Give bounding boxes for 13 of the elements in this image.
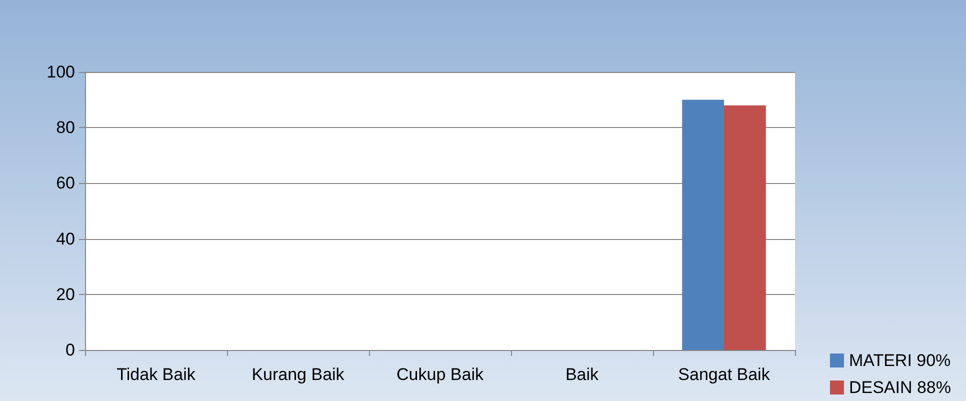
x-tick-label: Tidak Baik — [116, 365, 196, 384]
y-tick-label: 80 — [56, 118, 75, 138]
legend-label: MATERI 90% — [848, 351, 951, 370]
x-tick-label: Kurang Baik — [252, 365, 345, 384]
y-tick-label: 100 — [46, 62, 75, 82]
x-tick-label: Sangat Baik — [678, 365, 770, 384]
x-tick-label: Cukup Baik — [396, 365, 484, 384]
y-tick-label: 20 — [56, 284, 75, 304]
legend-label: DESAIN 88% — [848, 378, 952, 397]
y-tick-label: 0 — [66, 340, 75, 360]
x-tick-label: Baik — [565, 365, 600, 384]
y-tick-label: 60 — [56, 174, 75, 193]
y-tick-label: 40 — [56, 229, 75, 248]
